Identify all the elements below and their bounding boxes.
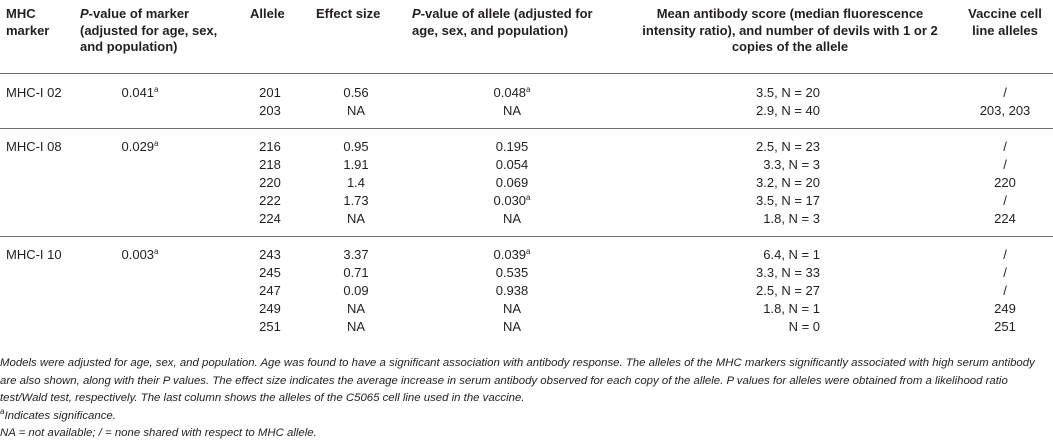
cell-mean-antibody: 3.5, N = 20	[756, 85, 820, 100]
cell-p-value-allele: 0.195	[495, 139, 529, 154]
cell-p-value-allele: 0.535	[495, 265, 529, 280]
cell-effect-size: 1.73	[343, 193, 369, 208]
cell-effect-size: 0.71	[343, 265, 369, 280]
cell-p-value-marker: 0.003a	[121, 247, 159, 262]
header-p-value-allele: P-value of allele (adjusted for age, sex…	[412, 6, 593, 38]
cell-p-value-allele: 0.039a	[493, 247, 531, 262]
header-vaccine-alleles: Vaccine cell line alleles	[968, 6, 1042, 38]
cell-mean-antibody: 2.5, N = 23	[756, 139, 820, 154]
cell-effect-size: 1.91	[343, 157, 369, 172]
cell-mean-antibody: 3.5, N = 17	[756, 193, 820, 208]
cell-vaccine-alleles: 203, 203	[979, 103, 1031, 118]
cell-allele: 216	[259, 139, 281, 154]
cell-p-value-allele: 0.054	[495, 157, 529, 172]
cell-vaccine-alleles: 220	[994, 175, 1016, 190]
table-group: MHC-I 10 0.003a 243 3.37 0.039a 6.4, N = 1 / 24…	[0, 236, 1053, 344]
cell-vaccine-alleles: 224	[994, 211, 1016, 226]
cell-vaccine-alleles: /	[1003, 265, 1007, 280]
cell-p-value-marker: 0.029a	[121, 139, 159, 154]
cell-mean-antibody: 1.8, N = 3	[763, 211, 820, 226]
cell-mhc-marker: MHC-I 02	[6, 85, 62, 100]
cell-mean-antibody: 3.3, N = 33	[756, 265, 820, 280]
cell-allele: 249	[259, 301, 281, 316]
cell-allele: 203	[259, 103, 281, 118]
cell-p-value-allele: 0.069	[495, 175, 529, 190]
cell-allele: 245	[259, 265, 281, 280]
cell-effect-size: NA	[346, 319, 366, 334]
cell-effect-size: NA	[346, 211, 366, 226]
cell-mean-antibody: 6.4, N = 1	[763, 247, 820, 262]
table-footnotes: Models were adjusted for age, sex, and p…	[0, 355, 1053, 443]
header-p-value-marker: P-value of marker (adjusted for age, sex…	[80, 6, 218, 54]
cell-p-value-allele: NA	[502, 301, 522, 316]
cell-p-value-allele: NA	[502, 319, 522, 334]
cell-mean-antibody: 3.2, N = 20	[756, 175, 820, 190]
cell-mhc-marker: MHC-I 08	[6, 139, 62, 154]
cell-allele: 251	[259, 319, 281, 334]
cell-vaccine-alleles: 251	[994, 319, 1016, 334]
cell-mean-antibody: 1.8, N = 1	[763, 301, 820, 316]
cell-p-value-allele: 0.030a	[493, 193, 531, 208]
cell-vaccine-alleles: /	[1003, 85, 1007, 100]
cell-allele: 247	[259, 283, 281, 298]
cell-vaccine-alleles: /	[1003, 139, 1007, 154]
footnote-main: Models were adjusted for age, sex, and p…	[0, 357, 1035, 404]
footnote-abbreviations: NA = not available; / = none shared with…	[0, 427, 317, 439]
cell-p-value-allele: NA	[502, 103, 522, 118]
cell-allele: 220	[259, 175, 281, 190]
cell-effect-size: 1.4	[346, 175, 366, 190]
cell-vaccine-alleles: /	[1003, 157, 1007, 172]
cell-p-value-allele: 0.938	[495, 283, 529, 298]
cell-mean-antibody: N = 0	[788, 319, 820, 334]
cell-effect-size: 3.37	[343, 247, 369, 262]
table-group: MHC-I 08 0.029a 216 0.95 0.195 2.5, N = 23 / 21…	[0, 128, 1053, 237]
cell-effect-size: 0.56	[343, 85, 369, 100]
cell-allele: 224	[259, 211, 281, 226]
header-effect-size: Effect size	[316, 6, 381, 21]
header-allele: Allele	[250, 6, 285, 21]
cell-allele: 222	[259, 193, 281, 208]
table-group: MHC-I 02 0.041a 201 0.56 0.048a 3.5, N = 20 / 2…	[0, 74, 1053, 129]
cell-p-value-allele: 0.048a	[493, 85, 531, 100]
table-header: MHC marker P-value of marker (adjusted f…	[0, 0, 1053, 74]
cell-effect-size: NA	[346, 301, 366, 316]
cell-allele: 243	[259, 247, 281, 262]
cell-vaccine-alleles: /	[1003, 193, 1007, 208]
cell-allele: 218	[259, 157, 281, 172]
cell-p-value-marker: 0.041a	[121, 85, 159, 100]
header-mhc-marker: MHC marker	[6, 6, 50, 38]
cell-effect-size: 0.95	[343, 139, 369, 154]
cell-mhc-marker: MHC-I 10	[6, 247, 62, 262]
cell-mean-antibody: 2.9, N = 40	[756, 103, 820, 118]
cell-vaccine-alleles: /	[1003, 247, 1007, 262]
cell-vaccine-alleles: /	[1003, 283, 1007, 298]
header-mean-antibody-score: Mean antibody score (median fluorescence…	[642, 6, 938, 54]
footnote-significance: aIndicates significance.	[0, 406, 116, 422]
cell-allele: 201	[259, 85, 281, 100]
cell-effect-size: 0.09	[343, 283, 369, 298]
cell-mean-antibody: 3.3, N = 3	[763, 157, 820, 172]
cell-p-value-allele: NA	[502, 211, 522, 226]
cell-vaccine-alleles: 249	[994, 301, 1016, 316]
cell-effect-size: NA	[346, 103, 366, 118]
cell-mean-antibody: 2.5, N = 27	[756, 283, 820, 298]
